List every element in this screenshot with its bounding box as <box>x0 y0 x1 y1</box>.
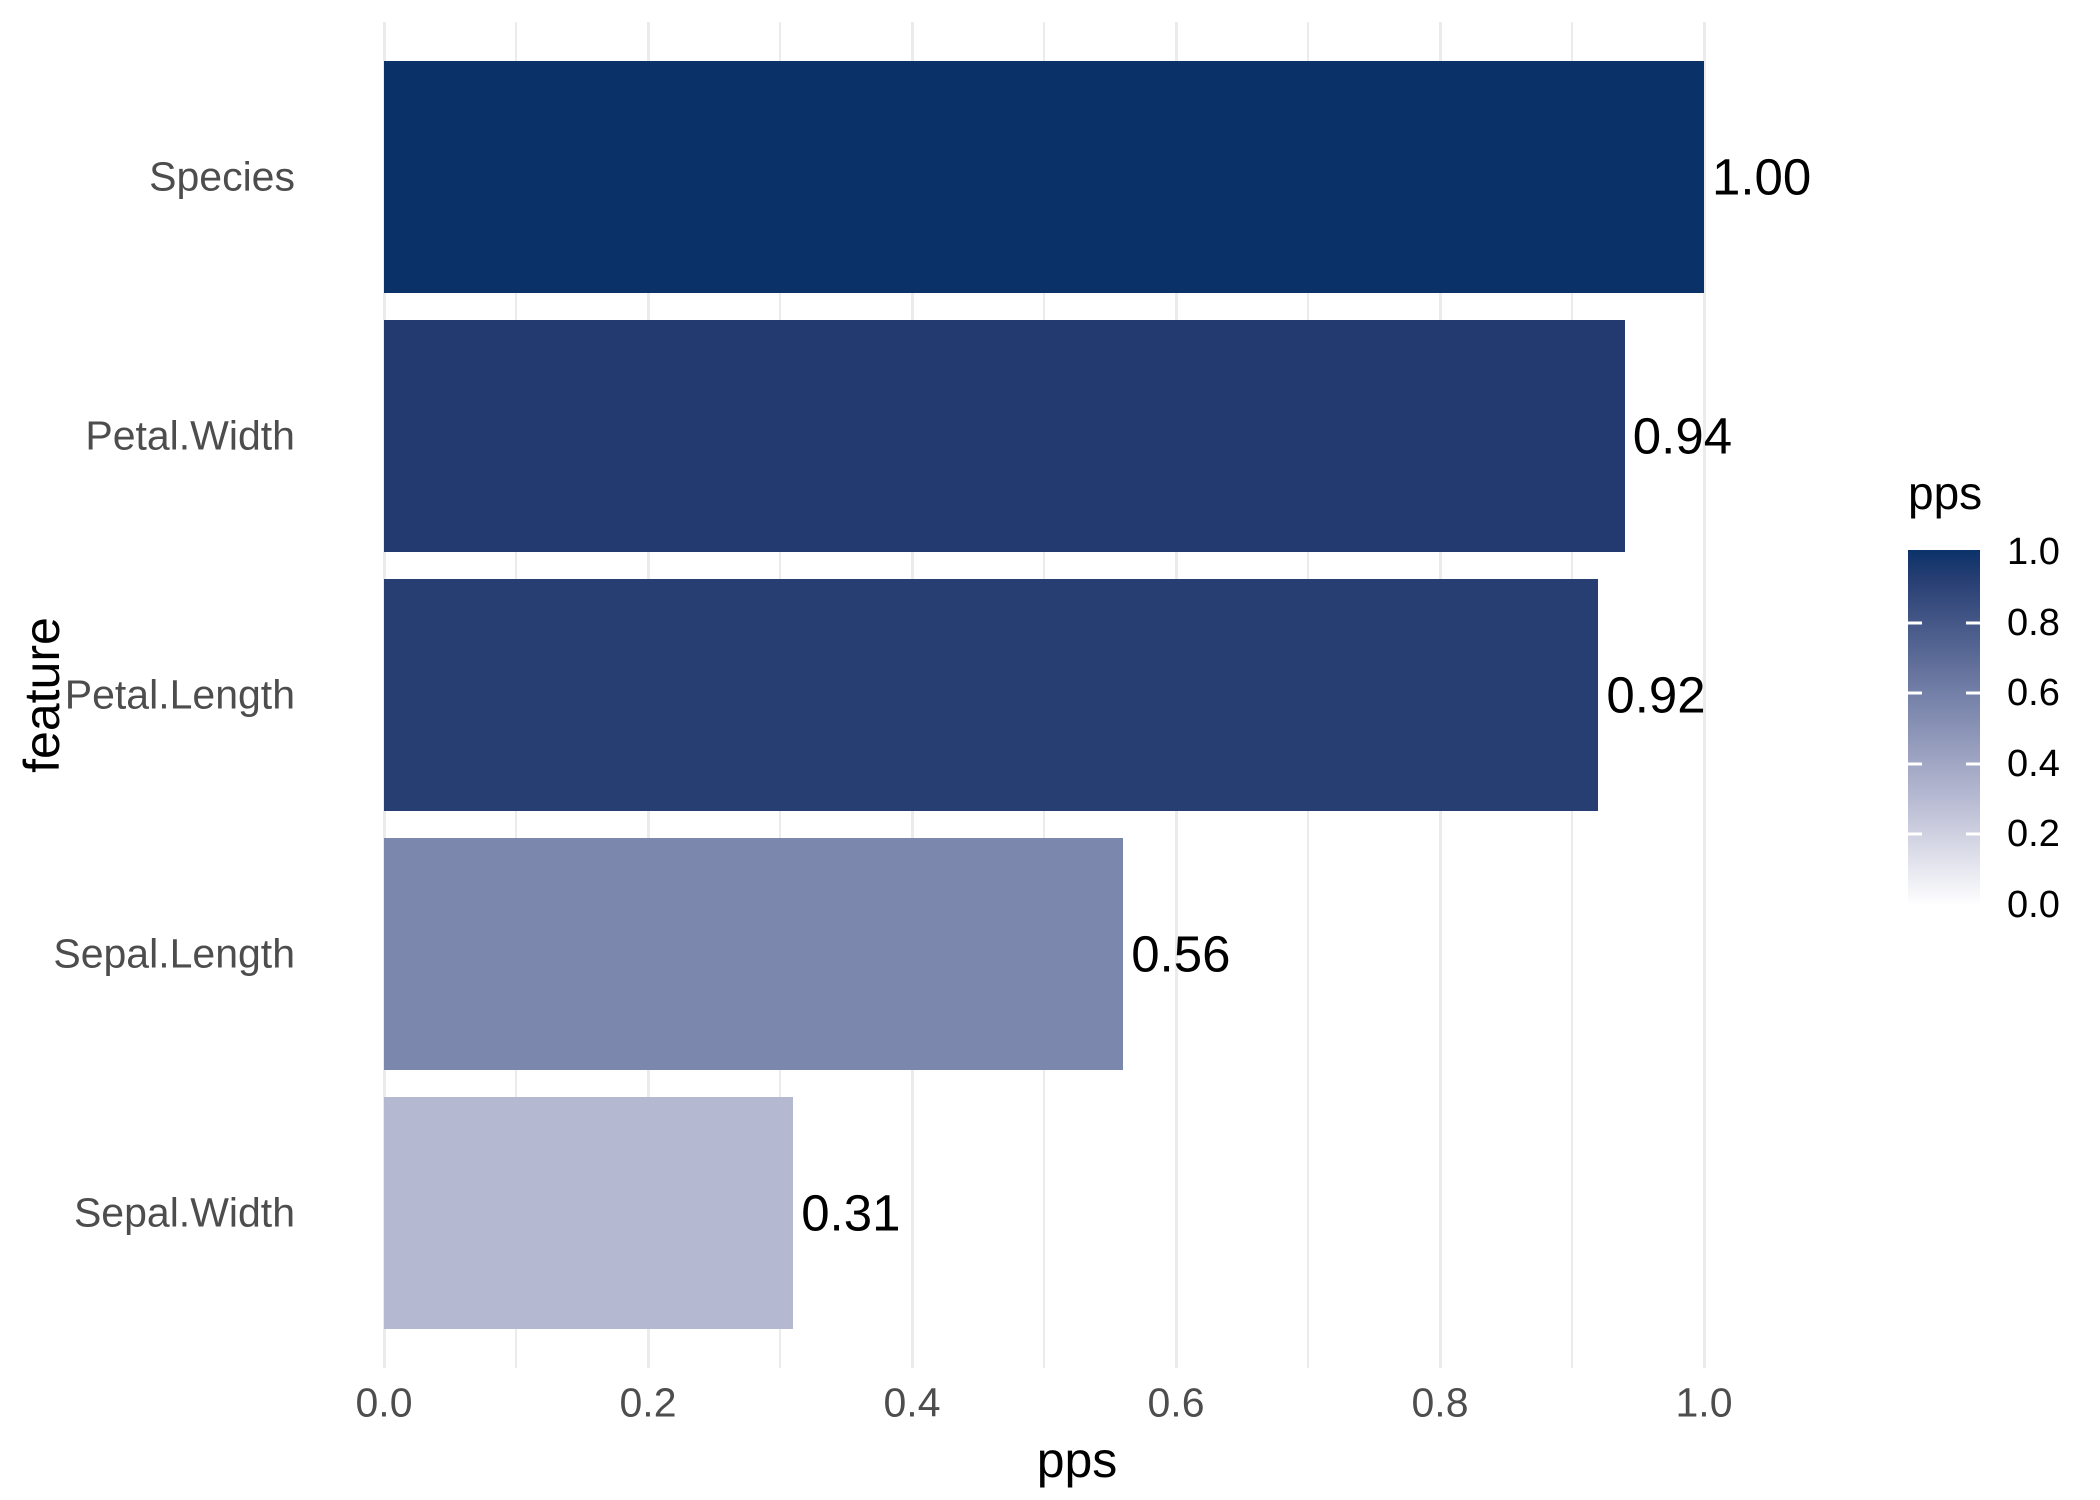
y-axis-tick-label: Petal.Width <box>85 412 295 459</box>
legend-colorbar <box>1908 550 1980 906</box>
legend-tick <box>1966 691 1980 695</box>
legend-tick-label: 1.0 <box>2007 531 2060 573</box>
bar-value-label: 0.56 <box>1131 925 1231 983</box>
x-axis-tick-label: 0.4 <box>883 1379 941 1426</box>
x-axis-tick-label: 0.0 <box>355 1379 413 1426</box>
x-axis-tick-label: 0.2 <box>619 1379 677 1426</box>
y-axis-tick-label: Sepal.Length <box>53 930 295 977</box>
legend-tick <box>1966 832 1980 836</box>
y-axis-title: feature <box>14 617 70 773</box>
legend-tick <box>1908 621 1922 625</box>
legend: pps 1.0 0.8 0.6 0.4 0.2 0.0 <box>1908 470 2098 950</box>
x-axis-tick-label: 0.6 <box>1147 1379 1205 1426</box>
x-axis-title: pps <box>1036 1432 1118 1488</box>
bar-Sepal.Width <box>384 1097 794 1329</box>
legend-title: pps <box>1908 467 1983 519</box>
bar-value-label: 0.31 <box>801 1184 901 1242</box>
bar-Sepal.Length <box>384 838 1124 1070</box>
x-axis-tick-label: 0.8 <box>1411 1379 1469 1426</box>
legend-tick-label: 0.4 <box>2007 742 2060 785</box>
bar-Petal.Length <box>384 579 1599 811</box>
bar-value-label: 0.92 <box>1606 666 1706 724</box>
legend-tick-label: 0.2 <box>2007 813 2060 856</box>
legend-tick-label: 0.8 <box>2007 601 2060 644</box>
legend-tick <box>1966 762 1980 766</box>
x-major-gridline <box>1702 22 1706 1368</box>
legend-tick <box>1908 691 1922 695</box>
legend-tick-label: 0.0 <box>2007 884 2060 926</box>
legend-tick-label: 0.6 <box>2007 672 2060 715</box>
legend-tick <box>1966 621 1980 625</box>
bar-value-label: 0.94 <box>1632 407 1733 465</box>
x-axis-tick-label: 1.0 <box>1675 1379 1733 1426</box>
y-axis-tick-label: Sepal.Width <box>73 1189 295 1236</box>
legend-tick <box>1908 762 1922 766</box>
bar-Species <box>384 61 1704 293</box>
bar-value-label: 1.00 <box>1712 148 1812 206</box>
legend-tick <box>1908 832 1922 836</box>
y-axis-tick-label: Petal.Length <box>64 671 295 718</box>
bar-Petal.Width <box>384 320 1625 552</box>
y-axis-tick-label: Species <box>149 153 295 200</box>
